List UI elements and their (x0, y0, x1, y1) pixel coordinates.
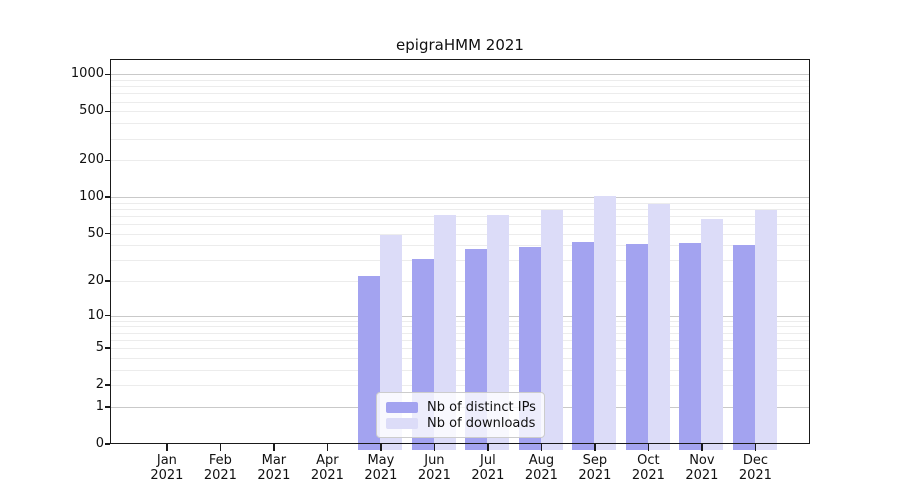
minor-gridline (110, 385, 810, 387)
y-tick-label: 20 (87, 273, 104, 289)
legend-label-distinct-ips: Nb of distinct IPs (427, 400, 536, 415)
minor-gridline (110, 80, 810, 81)
bar-downloads (701, 219, 724, 450)
bar-distinct-ips (572, 241, 595, 450)
y-tick-mark (105, 196, 110, 198)
minor-gridline (110, 160, 810, 162)
x-tick-label: Jul 2021 (471, 453, 505, 483)
minor-gridline (110, 320, 810, 322)
chart-title: epigraHMM 2021 (396, 36, 524, 54)
y-tick-mark (105, 159, 110, 162)
x-tick-mark (433, 444, 436, 451)
y-tick-label: 50 (87, 225, 104, 241)
y-tick-label: 1 (95, 398, 104, 414)
bar-downloads (594, 196, 617, 450)
bar-distinct-ips (625, 244, 648, 450)
minor-gridline (110, 357, 810, 359)
legend-swatch-downloads (386, 418, 418, 429)
bar-downloads (433, 215, 456, 450)
minor-gridline (110, 326, 810, 328)
minor-gridline (110, 332, 810, 334)
y-tick-mark (105, 347, 110, 349)
x-tick-mark (594, 444, 596, 451)
x-tick-mark (701, 444, 703, 451)
x-tick-label: Jan 2021 (150, 453, 184, 483)
y-tick-label: 0 (95, 436, 104, 451)
minor-gridline (110, 224, 810, 226)
bar-distinct-ips (358, 276, 381, 450)
minor-gridline (110, 208, 810, 210)
x-tick-label: Aug 2021 (524, 453, 558, 483)
y-tick-mark (105, 384, 110, 386)
bar-downloads (647, 204, 670, 450)
minor-gridline (110, 233, 810, 235)
x-tick-label: Dec 2021 (738, 453, 772, 483)
bar-downloads (754, 210, 777, 450)
x-tick-label: Mar 2021 (257, 453, 291, 483)
y-tick-label: 5 (95, 340, 104, 356)
y-tick-label: 1000 (70, 66, 104, 82)
x-tick-mark (273, 444, 275, 451)
bar-downloads (487, 215, 510, 450)
minor-gridline (110, 339, 810, 341)
minor-gridline (110, 101, 810, 103)
bar-distinct-ips (732, 245, 755, 450)
y-tick-mark (105, 314, 110, 317)
bar-downloads (540, 210, 563, 450)
y-tick-label: 100 (79, 189, 104, 205)
y-tick-label: 2 (95, 377, 104, 393)
y-tick-mark (105, 232, 110, 235)
minor-gridline (110, 281, 810, 283)
x-tick-mark (540, 444, 543, 451)
x-tick-mark (326, 444, 329, 451)
x-tick-mark (166, 444, 168, 451)
minor-gridline (110, 260, 810, 262)
y-tick-mark (105, 443, 110, 445)
major-gridline (110, 315, 810, 317)
x-tick-mark (754, 444, 757, 451)
x-tick-mark (647, 444, 650, 451)
y-tick-mark (105, 73, 110, 76)
minor-gridline (110, 245, 810, 247)
legend-item-distinct-ips: Nb of distinct IPs (386, 400, 536, 415)
minor-gridline (110, 138, 810, 140)
y-tick-mark (105, 280, 110, 282)
minor-gridline (110, 202, 810, 204)
legend-item-downloads: Nb of downloads (386, 416, 535, 431)
minor-gridline (110, 369, 810, 371)
x-tick-label: Jun 2021 (417, 453, 451, 483)
legend: Nb of distinct IPs Nb of downloads (376, 392, 545, 438)
y-tick-label: 200 (79, 152, 104, 168)
minor-gridline (110, 348, 810, 350)
minor-gridline (110, 123, 810, 125)
x-tick-mark (219, 444, 222, 451)
y-tick-label: 10 (87, 307, 104, 323)
minor-gridline (110, 215, 810, 217)
plot-area (110, 59, 810, 450)
x-tick-label: Apr 2021 (310, 453, 344, 483)
x-tick-mark (380, 444, 382, 451)
x-tick-mark (487, 444, 489, 451)
y-tick-mark (105, 110, 110, 113)
major-gridline (110, 74, 810, 76)
legend-swatch-distinct-ips (386, 402, 418, 413)
x-tick-label: Feb 2021 (203, 453, 237, 483)
y-tick-mark (105, 406, 110, 408)
bar-distinct-ips (679, 242, 702, 450)
x-tick-label: Nov 2021 (685, 453, 719, 483)
x-tick-label: May 2021 (364, 453, 398, 483)
legend-label-downloads: Nb of downloads (427, 416, 536, 431)
x-tick-label: Sep 2021 (578, 453, 612, 483)
y-tick-label: 500 (79, 103, 104, 119)
minor-gridline (110, 86, 810, 88)
minor-gridline (110, 111, 810, 113)
major-gridline (110, 197, 810, 199)
x-tick-label: Oct 2021 (631, 453, 665, 483)
minor-gridline (110, 93, 810, 95)
